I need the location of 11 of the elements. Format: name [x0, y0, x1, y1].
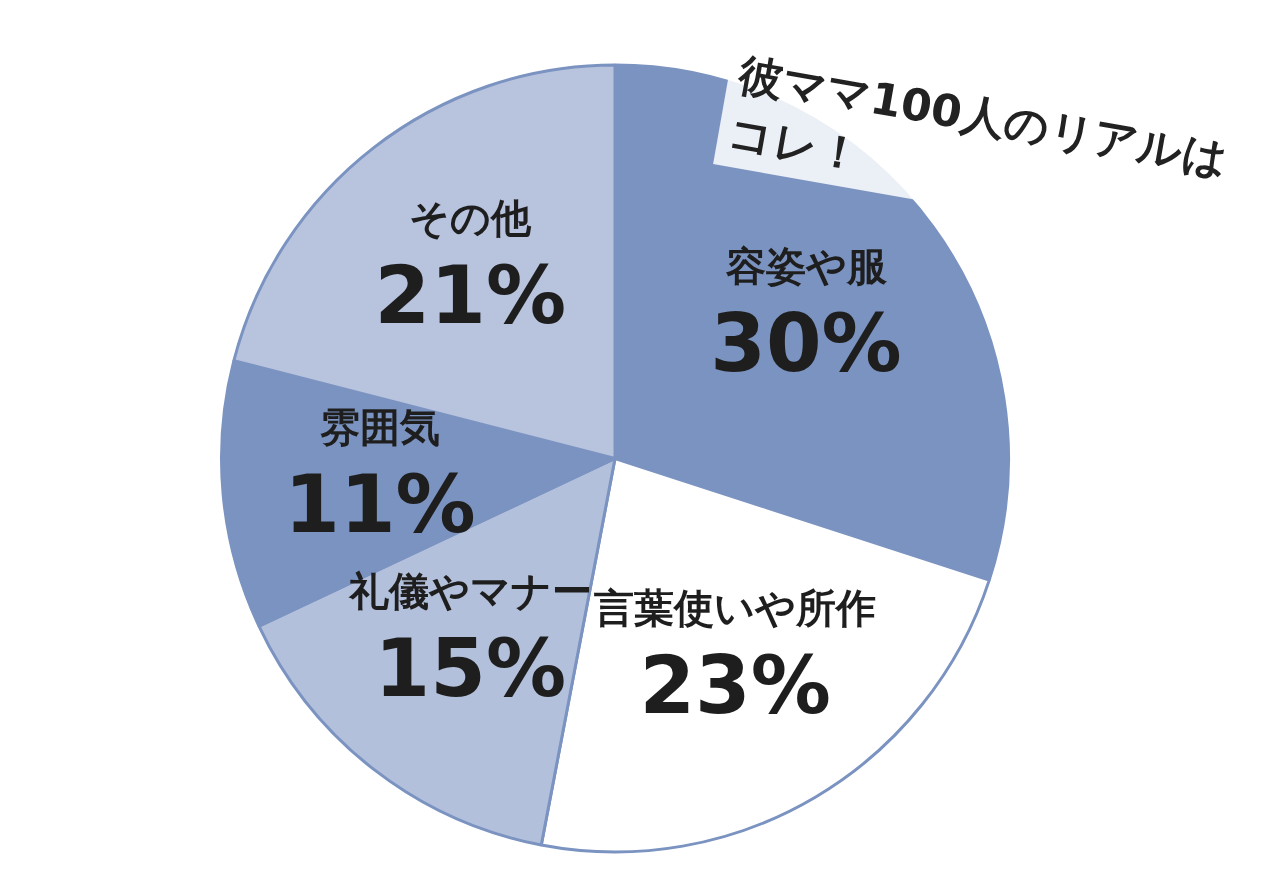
data-label: 15%	[374, 621, 567, 715]
data-label: 30%	[710, 296, 902, 390]
slice-label: その他	[409, 195, 533, 242]
data-label: 23%	[639, 638, 831, 732]
slice-label: 礼儀やマナー	[347, 568, 592, 615]
data-label: 21%	[374, 248, 567, 342]
slice-label: 雰囲気	[319, 404, 440, 451]
data-label: 11%	[284, 457, 476, 551]
slice-label: 容姿や服	[724, 243, 888, 290]
slice-label: 言葉使いや所作	[593, 585, 877, 632]
text: 彼ママ100人のリアルはコレ！	[724, 48, 1231, 185]
